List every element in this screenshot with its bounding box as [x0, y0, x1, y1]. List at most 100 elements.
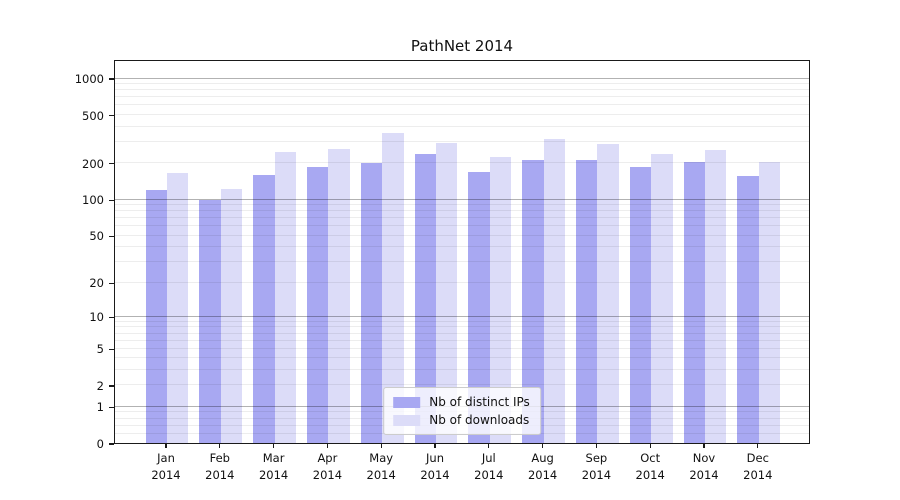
y-tick-mark: [109, 235, 114, 237]
bar: [543, 139, 565, 443]
bar: [145, 189, 167, 443]
x-tick-mark: [488, 444, 490, 448]
x-tick-year: 2014: [366, 468, 396, 482]
bar: [414, 153, 436, 443]
x-tick-year: 2014: [205, 468, 235, 482]
x-tick-month: Nov: [692, 451, 716, 465]
bar: [167, 172, 189, 443]
x-tick-mark: [273, 444, 275, 448]
x-tick-mark: [434, 444, 436, 448]
gridline: [115, 96, 809, 98]
y-tick-label: 100: [82, 193, 104, 208]
y-tick-mark: [109, 199, 114, 201]
y-tick-mark: [109, 282, 114, 284]
x-tick-label: Feb 2014: [188, 450, 252, 484]
x-tick-year: 2014: [527, 468, 558, 482]
x-tick-mark: [326, 444, 328, 448]
y-tick-label: 20: [89, 276, 104, 291]
x-tick-label: Dec 2014: [726, 450, 790, 484]
x-tick-year: 2014: [312, 468, 343, 482]
bar: [274, 151, 296, 443]
x-tick-label: Aug 2014: [511, 450, 575, 484]
x-tick-month: Apr: [317, 451, 338, 465]
x-tick-year: 2014: [474, 468, 504, 482]
legend-swatch: [393, 396, 421, 408]
x-tick-year: 2014: [635, 468, 665, 482]
x-tick-month: Mar: [262, 451, 285, 465]
y-tick-label: 1000: [74, 71, 104, 86]
y-tick-mark: [109, 78, 114, 80]
gridline: [115, 77, 809, 79]
x-tick-label: Mar 2014: [242, 450, 306, 484]
x-tick-label: Jul 2014: [457, 450, 521, 484]
bar: [253, 175, 275, 443]
y-tick-mark: [109, 406, 114, 408]
bar: [651, 154, 673, 443]
x-tick-year: 2014: [581, 468, 612, 482]
y-tick-mark: [109, 443, 114, 445]
bar: [489, 157, 512, 443]
bar: [737, 176, 759, 443]
y-tick-label: 5: [96, 342, 104, 357]
bar: [199, 200, 221, 443]
x-tick-month: Sep: [585, 451, 608, 465]
plot-area: Nb of distinct IPs Nb of downloads: [114, 60, 810, 444]
x-tick-label: May 2014: [349, 450, 413, 484]
x-tick-label: Nov 2014: [672, 450, 736, 484]
y-tick-label: 200: [82, 156, 104, 171]
bar: [576, 160, 598, 443]
x-tick-label: Apr 2014: [295, 450, 359, 484]
legend: Nb of distinct IPs Nb of downloads: [383, 387, 541, 435]
bar: [328, 149, 350, 443]
x-tick-mark: [649, 444, 651, 448]
bar: [683, 162, 705, 443]
legend-label: Nb of distinct IPs: [429, 395, 530, 409]
chart-title: PathNet 2014: [410, 37, 514, 55]
legend-item: Nb of distinct IPs: [393, 394, 530, 410]
bar: [758, 162, 781, 443]
x-tick-month: Jun: [426, 451, 444, 465]
y-tick-mark: [109, 348, 114, 350]
gridline: [115, 89, 809, 91]
gridline: [115, 125, 809, 127]
x-tick-year: 2014: [151, 468, 181, 482]
bar: [360, 163, 383, 443]
y-tick-mark: [109, 114, 114, 117]
bar: [220, 189, 243, 443]
x-tick-mark: [165, 444, 167, 448]
gridline: [115, 83, 809, 85]
x-tick-month: Feb: [209, 451, 230, 465]
y-tick-mark: [109, 385, 114, 387]
x-tick-label: Jun 2014: [403, 450, 467, 484]
bar: [436, 142, 458, 443]
gridline: [115, 114, 809, 116]
x-tick-month: Oct: [640, 451, 661, 465]
x-tick-label: Oct 2014: [618, 450, 682, 484]
bar: [468, 171, 490, 443]
y-tick-label: 0: [96, 437, 104, 451]
legend-label: Nb of downloads: [429, 413, 530, 427]
y-tick-label: 2: [96, 378, 104, 393]
y-tick-label: 1: [96, 400, 104, 415]
bar: [629, 167, 652, 443]
x-tick-mark: [703, 444, 705, 448]
x-tick-label: Sep 2014: [564, 450, 628, 484]
bar: [307, 167, 329, 443]
x-tick-year: 2014: [689, 468, 719, 482]
y-tick-mark: [109, 163, 114, 165]
y-tick-mark: [109, 316, 114, 318]
y-tick-label: 10: [89, 310, 104, 325]
x-tick-month: Jan: [157, 451, 175, 465]
x-tick-mark: [219, 444, 221, 448]
legend-item: Nb of downloads: [393, 412, 530, 428]
x-tick-month: Jul: [481, 451, 496, 465]
bar: [382, 132, 404, 443]
bar: [597, 144, 619, 443]
bar: [705, 150, 727, 443]
gridline: [115, 104, 809, 106]
y-tick-label: 50: [89, 229, 104, 244]
x-tick-month: May: [369, 451, 394, 465]
x-tick-label: Jan 2014: [134, 450, 198, 484]
x-tick-year: 2014: [258, 468, 289, 482]
